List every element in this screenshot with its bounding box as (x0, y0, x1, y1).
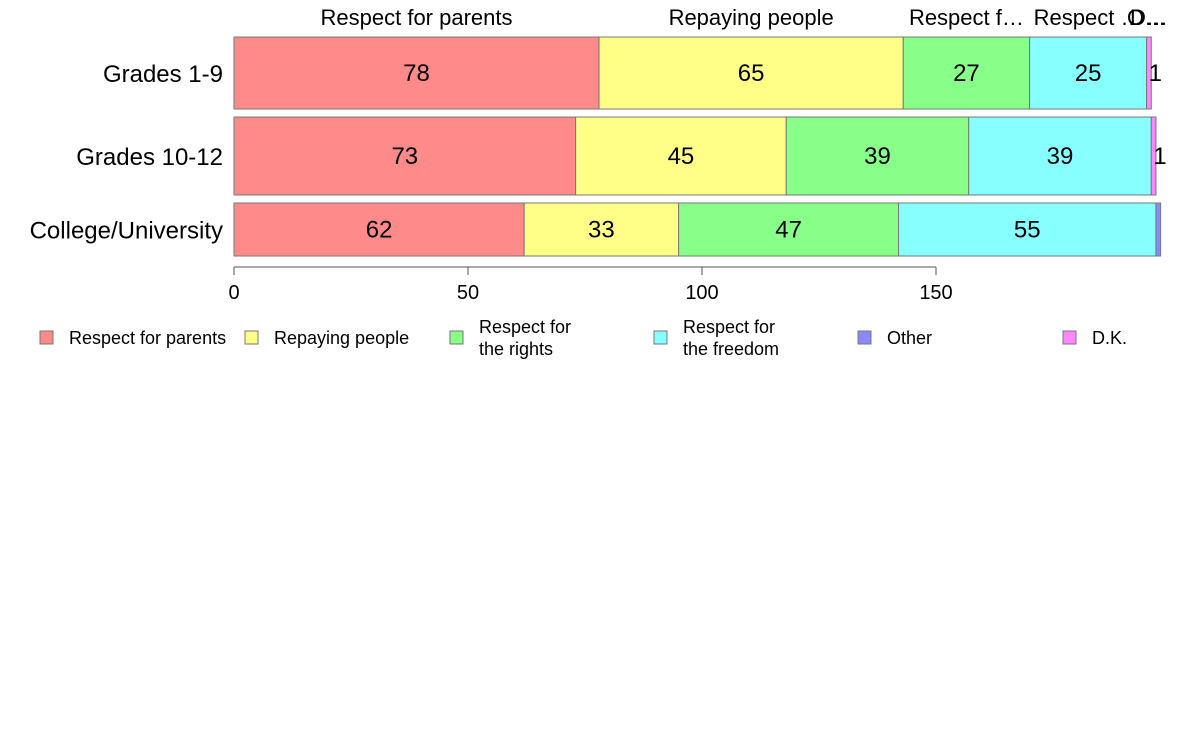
bar-segment-college-university-other (1155, 202, 1162, 257)
legend-swatch-d-k (1062, 330, 1077, 345)
legend-label-line: Repaying people (274, 328, 409, 348)
bar-segment-grades-10-12-respect-for-the-rights (785, 116, 970, 196)
bar-segment-college-university-respect-for-the-freedom (898, 202, 1157, 257)
series-top-label-respect-for-the-rights: Respect f… (909, 5, 1024, 30)
legend-label-line: the rights (479, 339, 553, 359)
x-tick-label-100: 100 (685, 282, 718, 304)
bar-segment-college-university-respect-for-parents (233, 202, 525, 257)
category-labels: Grades 1-9 Grades 10-12 College/University (30, 61, 223, 245)
legend-label-respect-for-parents: Respect for parents (69, 328, 226, 348)
category-label-grades-10-12: Grades 10-12 (76, 144, 223, 171)
legend-label-line: Other (887, 328, 932, 348)
series-top-label-repaying-people: Repaying people (669, 5, 834, 30)
legend-label-repaying-people: Repaying people (274, 328, 409, 348)
series-top-label-respect-for-parents: Respect for parents (321, 5, 513, 30)
legend-label-respect-for-the-freedom: Respect for the freedom (683, 317, 779, 359)
x-tick-label-50: 50 (457, 282, 479, 304)
data-label-grades-1-9-respect-for-parents: 78 (403, 60, 430, 87)
series-top-label-other: O… (1127, 5, 1166, 30)
category-label-grades-1-9: Grades 1-9 (103, 61, 223, 88)
legend-label-other: Other (887, 328, 932, 348)
bars: 78 65 27 25 1 73 45 39 39 1 62 33 47 55 (233, 36, 1167, 257)
data-label-grades-1-9-respect-for-the-freedom: 25 (1075, 60, 1102, 87)
bar-segment-grades-10-12-respect-for-parents (233, 116, 577, 196)
category-label-college-university: College/University (30, 218, 223, 245)
data-label-grades-1-9-repaying-people: 65 (738, 60, 765, 87)
legend-swatch-respect-for-the-freedom (653, 330, 668, 345)
bar-segment-grades-10-12-repaying-people (575, 116, 787, 196)
x-tick-label-0: 0 (228, 282, 239, 304)
bar-segment-grades-10-12-respect-for-the-freedom (968, 116, 1152, 196)
data-label-grades-10-12-d-k: 1 (1153, 143, 1166, 170)
legend: Respect for parents Repaying people Respec… (39, 317, 1127, 359)
legend-swatch-other (857, 330, 872, 345)
data-label-grades-1-9-respect-for-the-rights: 27 (953, 60, 980, 87)
legend-swatch-respect-for-parents (39, 330, 54, 345)
x-tick-label-150: 150 (919, 282, 952, 304)
bar-segment-grades-1-9-d-k (1146, 36, 1152, 110)
legend-label-line: Respect for (683, 317, 775, 337)
data-label-grades-10-12-respect-for-the-freedom: 39 (1047, 143, 1074, 170)
data-label-college-university-repaying-people: 33 (588, 217, 615, 244)
legend-label-line: D.K. (1092, 328, 1127, 348)
legend-label-line: Respect for parents (69, 328, 226, 348)
legend-swatch-repaying-people (244, 330, 259, 345)
legend-label-respect-for-the-rights: Respect for the rights (479, 317, 571, 359)
data-label-grades-10-12-repaying-people: 45 (668, 143, 695, 170)
data-label-college-university-respect-for-the-rights: 47 (775, 217, 802, 244)
legend-label-d-k: D.K. (1092, 328, 1127, 348)
series-top-label-d-k: D… (1130, 5, 1168, 30)
legend-label-line: the freedom (683, 339, 779, 359)
data-label-college-university-respect-for-the-freedom: 55 (1014, 217, 1041, 244)
bar-segment-grades-1-9-respect-for-parents (233, 36, 600, 110)
bar-segment-college-university-repaying-people (523, 202, 680, 257)
data-label-grades-10-12-respect-for-the-rights: 39 (864, 143, 891, 170)
x-axis: 0 50 100 150 (228, 266, 953, 304)
bar-segment-grades-1-9-respect-for-the-freedom (1029, 36, 1148, 110)
data-label-grades-1-9-d-k: 1 (1149, 60, 1162, 87)
series-top-labels: Respect for parents Repaying people Respec… (321, 5, 1168, 30)
data-label-college-university-respect-for-parents: 62 (366, 217, 393, 244)
bar-segment-grades-10-12-d-k (1150, 116, 1157, 196)
series-top-label-respect-for-the-freedom: Respect … (1034, 5, 1143, 30)
legend-label-line: Respect for (479, 317, 571, 337)
data-label-grades-10-12-respect-for-parents: 73 (391, 143, 418, 170)
legend-swatch-respect-for-the-rights (449, 330, 464, 345)
